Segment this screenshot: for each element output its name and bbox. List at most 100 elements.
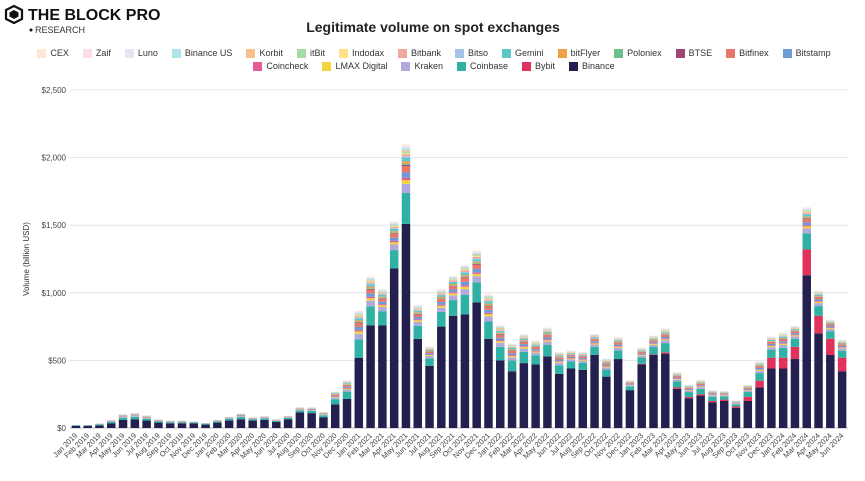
bar-segment: [767, 343, 776, 346]
bar-segment: [837, 371, 847, 428]
legend-label: Kraken: [414, 61, 443, 71]
bar-segment: [531, 341, 540, 343]
bar-segment: [248, 420, 257, 428]
bar-segment: [590, 344, 599, 347]
bar-segment: [413, 325, 422, 339]
bar-segment: [378, 290, 387, 292]
bar-segment: [802, 233, 811, 250]
bar-segment: [790, 335, 800, 337]
bar-segment: [554, 356, 564, 358]
bar-segment: [802, 213, 811, 215]
bar-segment: [814, 294, 823, 297]
chart-title: Legitimate volume on spot exchanges: [306, 19, 560, 35]
bar-segment: [378, 293, 387, 295]
bar-segment: [118, 417, 128, 418]
bar-segment: [543, 335, 552, 338]
bar-segment: [401, 183, 411, 194]
bar-segment: [543, 332, 552, 334]
bar-segment: [389, 221, 399, 223]
bar-segment: [401, 154, 411, 157]
legend-swatch: [253, 61, 263, 71]
bar-segment: [613, 346, 623, 348]
bar-segment: [790, 330, 800, 331]
bar-segment: [826, 327, 835, 328]
bar-segment: [472, 268, 481, 273]
legend-item: Bybit: [522, 61, 555, 71]
bar-segment: [755, 363, 764, 365]
bar-segment: [460, 268, 470, 270]
bar-segment: [602, 359, 611, 360]
bar-segment: [472, 252, 481, 254]
bar-segment: [401, 150, 411, 152]
bar-segment: [389, 244, 399, 251]
bar-segment: [837, 343, 847, 345]
bar-segment: [401, 163, 411, 165]
bar-segment: [578, 359, 588, 361]
bar-segment: [507, 355, 517, 358]
bar-segment: [413, 321, 422, 326]
bar-segment: [354, 318, 364, 321]
bar-segment: [354, 311, 364, 313]
bar-segment: [330, 397, 340, 400]
bar-segment: [118, 419, 128, 428]
bar-segment: [354, 314, 364, 315]
legend-item: Coinbase: [457, 61, 508, 71]
bar-segment: [342, 384, 352, 385]
bar-segment: [366, 325, 375, 428]
legend-swatch: [338, 48, 348, 58]
legend-swatch: [82, 48, 92, 58]
bar-segment: [649, 337, 658, 339]
bar-segment: [708, 402, 717, 428]
bar-segment: [637, 363, 646, 365]
bar-segment: [437, 298, 446, 300]
bar-segment: [472, 258, 481, 260]
bar-segment: [767, 346, 776, 348]
bar-segment: [708, 400, 717, 403]
bar-segment: [378, 297, 387, 299]
bar-segment: [719, 399, 729, 401]
bar-segment: [283, 419, 293, 428]
bar-segment: [413, 320, 422, 322]
bar-segment: [354, 314, 364, 316]
bar-segment: [437, 299, 446, 303]
bar-segment: [814, 301, 823, 304]
bar-segment: [448, 286, 458, 290]
bar-segment: [378, 294, 387, 297]
bar-segment: [837, 347, 847, 348]
bar-segment: [519, 341, 529, 345]
bar-segment: [472, 282, 481, 303]
bar-segment: [425, 347, 434, 348]
bar-segment: [437, 307, 446, 312]
bar-segment: [448, 278, 458, 280]
bar-segment: [613, 342, 623, 345]
bar-segment: [448, 285, 458, 287]
bar-segment: [425, 354, 434, 356]
bar-segment: [425, 365, 434, 428]
bar-segment: [554, 365, 564, 374]
bar-segment: [531, 350, 540, 352]
bar-segment: [578, 358, 588, 360]
bar-segment: [378, 292, 387, 294]
y-tick-label: $500: [48, 356, 66, 365]
bar-segment: [790, 333, 800, 335]
bar-segment: [413, 310, 422, 311]
bar-segment: [437, 311, 446, 327]
bar-segment: [554, 359, 564, 361]
bar-segment: [472, 256, 481, 257]
bar-segment: [507, 350, 517, 354]
bar-segment: [507, 353, 517, 355]
bar-segment: [448, 293, 458, 296]
bar-segment: [330, 397, 340, 398]
bar-segment: [837, 345, 847, 348]
bar-segment: [496, 330, 505, 332]
bar-segment: [401, 157, 411, 162]
bar-segment: [814, 291, 823, 293]
legend-label: Poloniex: [627, 48, 662, 58]
bar-segment: [649, 343, 658, 344]
bar-segment: [354, 357, 364, 428]
bar-segment: [413, 314, 422, 318]
bar-segment: [401, 166, 411, 173]
y-tick-label: $2,500: [42, 86, 67, 95]
bar-segment: [684, 388, 694, 390]
